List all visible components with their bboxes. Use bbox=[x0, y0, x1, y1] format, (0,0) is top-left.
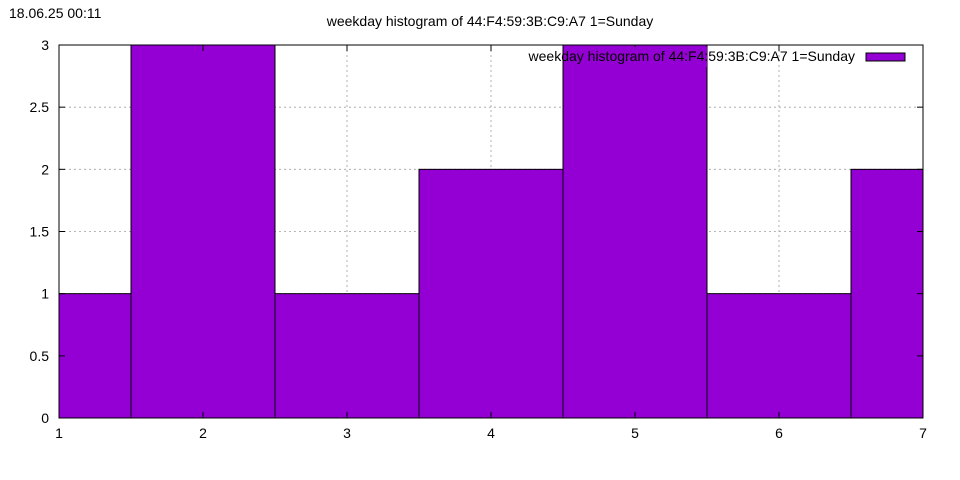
y-tick-label: 1.5 bbox=[30, 224, 50, 240]
bar-1 bbox=[58, 293, 132, 419]
x-tick-label: 7 bbox=[919, 425, 927, 441]
y-tick-label: 1 bbox=[41, 286, 49, 302]
legend: weekday histogram of 44:F4:59:3B:C9:A7 1… bbox=[528, 47, 906, 67]
bar-6 bbox=[706, 293, 852, 419]
y-tick-label: 3 bbox=[41, 37, 49, 53]
axis-ticks: 1 2 3 4 5 6 7 0 0.5 1 1.5 2 2.5 3 bbox=[30, 37, 928, 441]
legend-label: weekday histogram of 44:F4:59:3B:C9:A7 1… bbox=[528, 48, 855, 64]
x-tick-label: 2 bbox=[199, 425, 207, 441]
legend-swatch bbox=[865, 52, 906, 62]
bar-2 bbox=[130, 44, 276, 419]
legend-background bbox=[565, 47, 707, 67]
bar-3 bbox=[274, 293, 420, 419]
y-tick-label: 2 bbox=[41, 161, 49, 177]
x-tick-label: 3 bbox=[343, 425, 351, 441]
timestamp-label: 18.06.25 00:11 bbox=[9, 5, 102, 21]
y-tick-label: 0.5 bbox=[30, 348, 50, 364]
x-tick-label: 5 bbox=[631, 425, 639, 441]
bar-5 bbox=[562, 44, 708, 419]
y-tick-label: 0 bbox=[41, 410, 49, 426]
bar-series bbox=[58, 44, 924, 419]
bar-7 bbox=[850, 168, 924, 419]
chart-title: weekday histogram of 44:F4:59:3B:C9:A7 1… bbox=[326, 13, 653, 29]
x-tick-label: 1 bbox=[55, 425, 63, 441]
y-tick-label: 2.5 bbox=[30, 99, 50, 115]
bar-4 bbox=[418, 168, 564, 419]
x-tick-label: 6 bbox=[775, 425, 783, 441]
x-tick-label: 4 bbox=[487, 425, 495, 441]
